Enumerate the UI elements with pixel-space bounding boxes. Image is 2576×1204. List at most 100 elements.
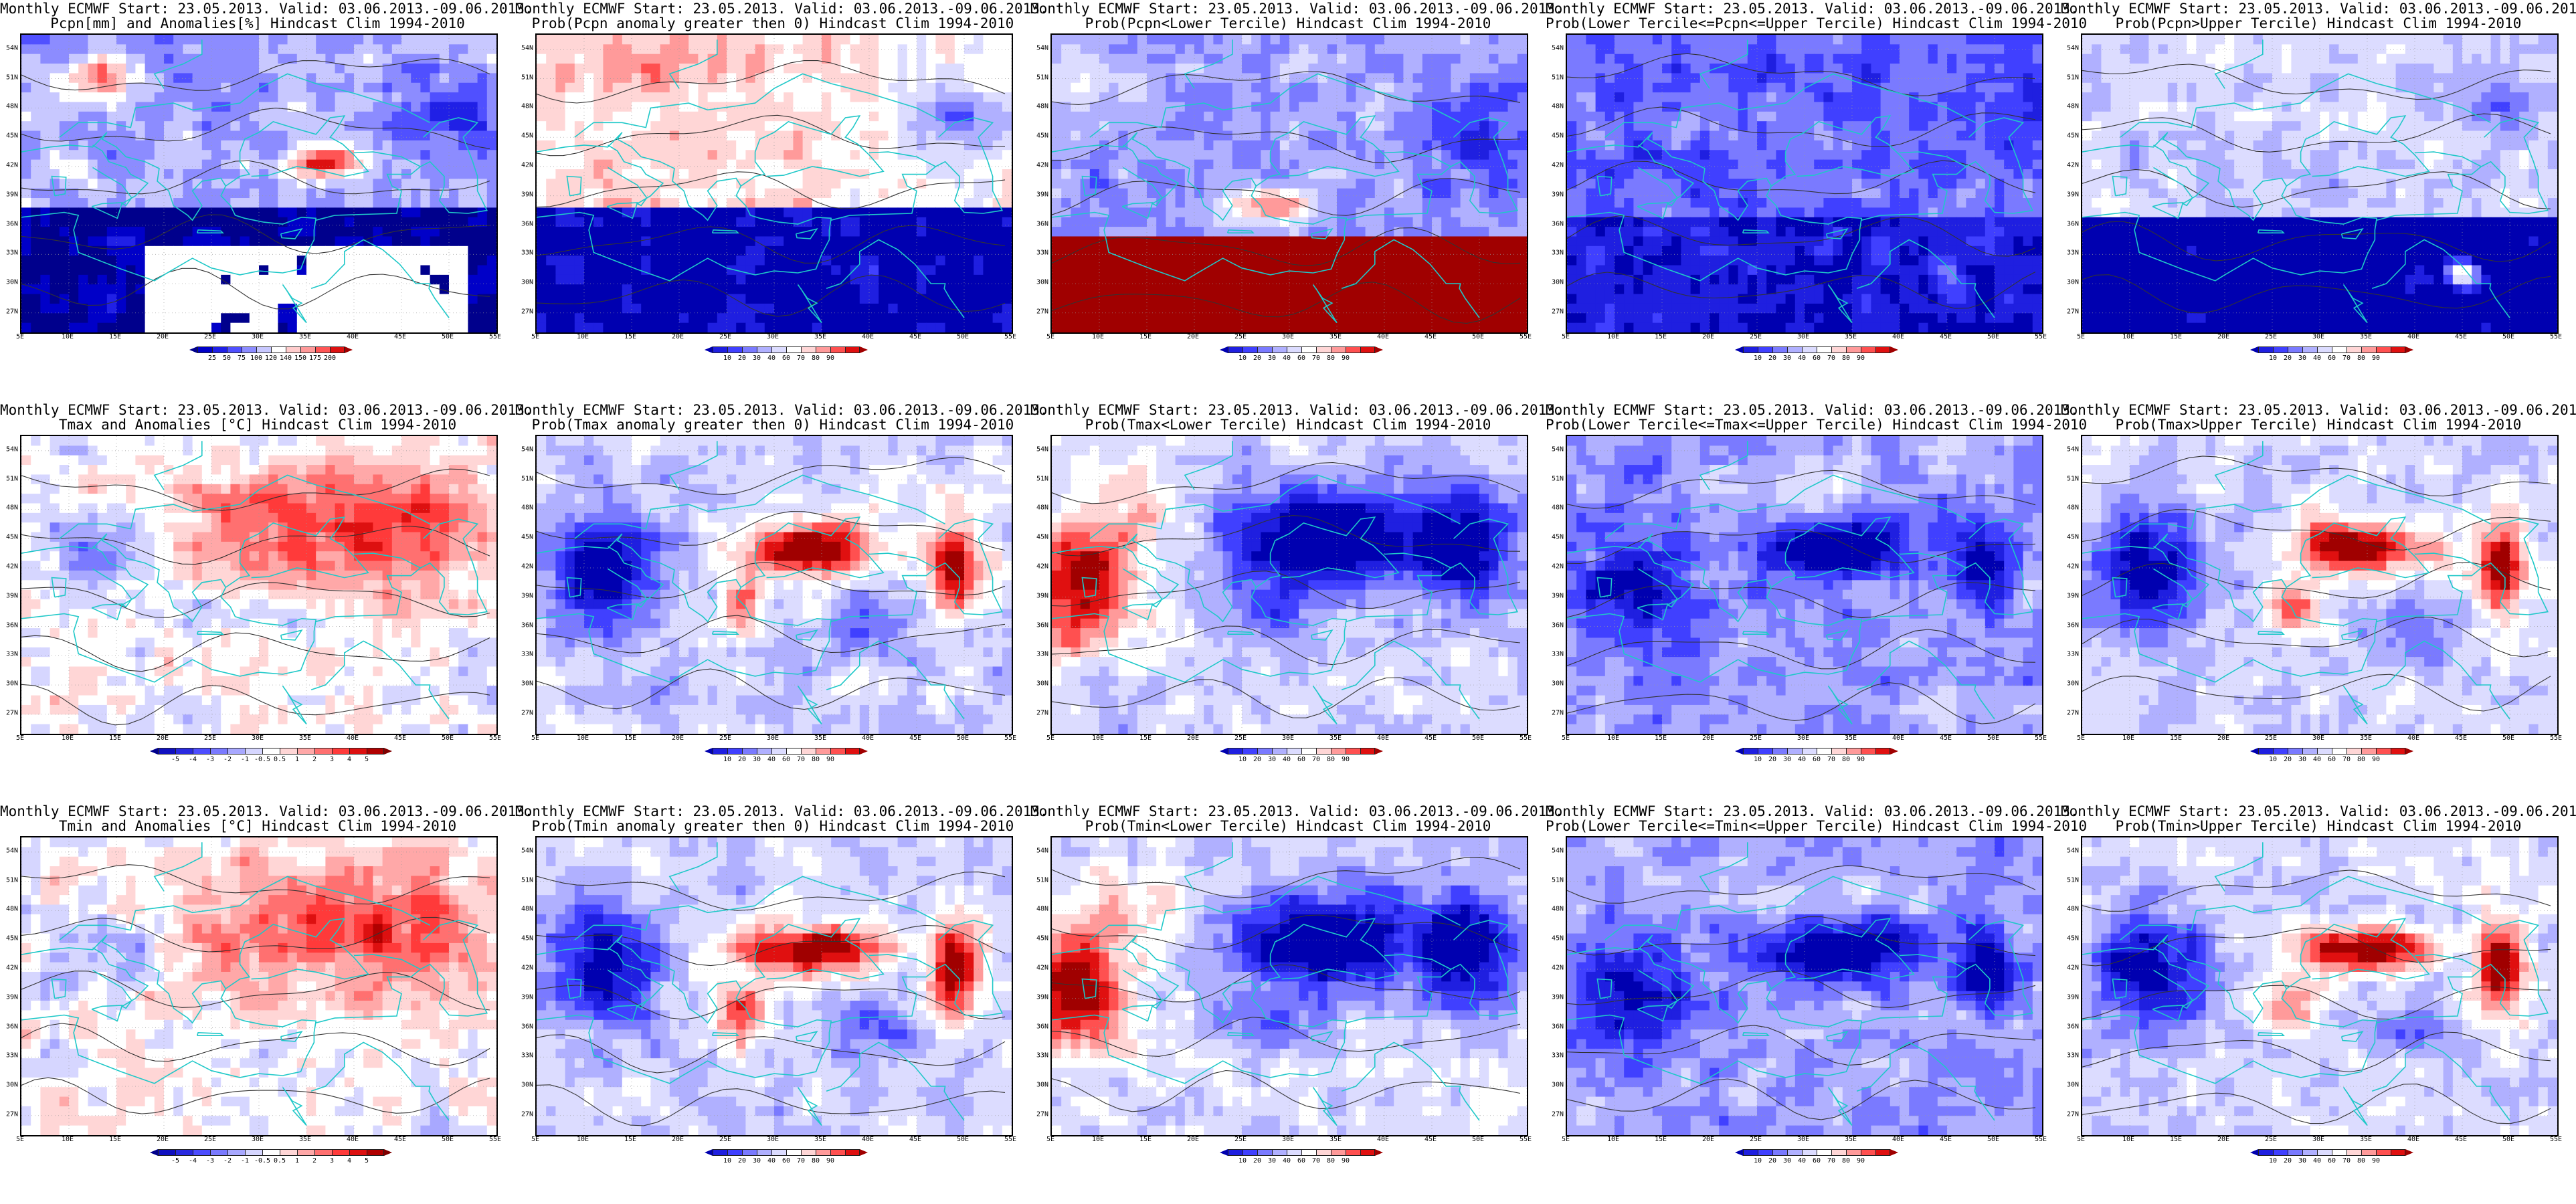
field-cell [669,54,680,64]
field-cell [1337,313,1347,324]
field-cell [822,313,832,324]
field-cell [1232,265,1243,276]
field-cell [296,207,307,218]
field-cell [468,188,478,199]
field-cell [1261,236,1271,247]
field-cell [1384,140,1394,150]
field-cell [1460,82,1471,93]
field-cell [992,44,1003,55]
field-cell [1374,54,1385,64]
field-cell [21,92,31,103]
field-cell [1479,102,1489,112]
field-cell [546,64,556,74]
field-cell [736,256,746,266]
colorbar-tick-label: 80 [1327,355,1335,362]
field-cell [316,44,326,55]
field-cell [240,245,250,256]
field-cell [612,294,623,304]
field-cell [812,150,822,161]
field-cell [154,256,165,266]
field-cell [335,44,345,55]
field-cell [755,198,765,208]
field-cell [1061,73,1071,84]
field-cell [1595,35,1606,45]
field-cell [1432,73,1442,84]
colorbar-segment [1257,346,1272,353]
field-cell [983,35,994,45]
field-cell [78,236,88,247]
coastline [1052,185,1348,282]
field-cell [1757,44,1767,55]
field-cell [555,102,566,112]
field-cell [840,294,851,304]
field-cell [1479,159,1489,170]
field-cell [831,274,841,285]
field-cell [612,111,623,122]
field-cell [78,121,88,132]
field-cell [1479,294,1489,304]
field-cell [287,313,298,324]
field-cell [1213,140,1224,150]
field-cell [259,322,269,332]
field-cell [1222,121,1233,132]
field-cell [698,245,709,256]
field-cell [707,111,718,122]
field-cell [268,313,278,324]
field-cell [31,236,41,247]
field-cell [1776,44,1786,55]
field-cell [1109,265,1119,276]
field-cell [1147,294,1157,304]
field-cell [850,130,860,141]
field-cell [1232,245,1243,256]
field-cell [240,188,250,199]
field-cell [354,82,364,93]
field-cell [850,159,860,170]
field-cell [745,313,756,324]
field-cell [1814,44,1824,55]
field-cell [622,294,632,304]
field-cell [1498,121,1509,132]
field-cell [373,217,383,227]
field-cell [1109,82,1119,93]
field-cell [822,217,832,227]
field-cell [268,179,278,189]
field-cell [1002,274,1012,285]
field-cell [1002,54,1012,64]
field-cell [306,198,316,208]
field-cell [1194,150,1204,161]
field-cell [1222,265,1233,276]
field-cell [145,207,155,218]
field-cell [335,73,345,84]
field-cell [1498,245,1509,256]
field-cell [373,198,383,208]
field-cell [1080,159,1091,170]
field-cell [1261,179,1271,189]
field-cell [717,284,727,295]
field-cell [145,294,155,304]
field-cell [1261,92,1271,103]
field-cell [584,256,594,266]
field-cell [1460,150,1471,161]
field-cell [354,130,364,141]
field-cell [1071,227,1081,237]
field-cell [287,198,298,208]
field-cell [802,169,813,179]
field-cell [1061,274,1071,285]
field-cell [1109,44,1119,55]
field-cell [420,150,431,161]
field-cell [259,150,269,161]
field-cell [296,274,307,285]
field-cell [888,198,899,208]
field-cell [59,121,70,132]
field-cell [983,188,994,199]
field-cell [1166,188,1176,199]
field-cell [593,64,604,74]
field-cell [354,322,364,332]
field-cell [869,130,879,141]
field-cell [603,256,614,266]
field-cell [935,54,946,64]
field-cell [850,102,860,112]
field-cell [1507,130,1518,141]
field-cell [1279,179,1290,189]
field-cell [1242,92,1252,103]
